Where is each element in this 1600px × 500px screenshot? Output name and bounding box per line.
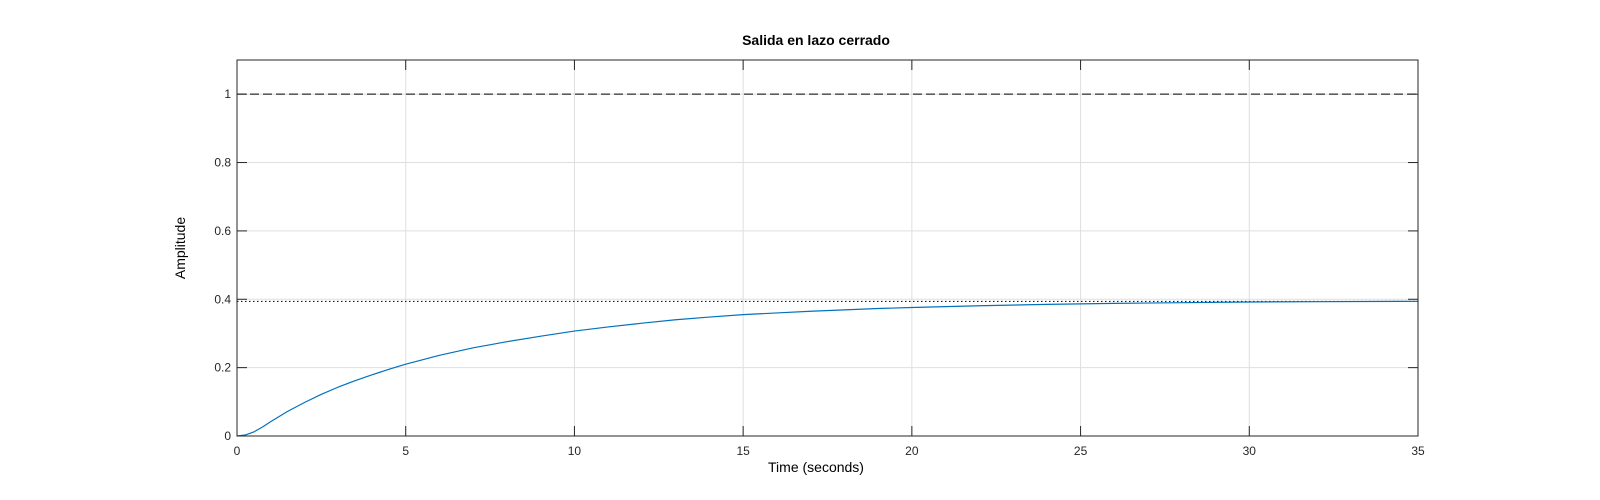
x-tick-label: 0: [234, 444, 241, 458]
series-layer: [236, 300, 1419, 437]
y-tick-label: 0.2: [214, 361, 231, 375]
plot-area: [237, 60, 1418, 436]
y-tick-label: 0.8: [214, 156, 231, 170]
y-axis-label: Amplitude: [172, 217, 188, 279]
series-line: [236, 300, 1419, 437]
x-tick-label: 5: [402, 444, 409, 458]
reference-lines: [237, 93, 1418, 302]
tick-labels: 0 5 10 15 20 25 30 35 0 0.2 0.4 0.6 0.8 1: [214, 87, 1425, 458]
x-tick-label: 30: [1243, 444, 1257, 458]
chart-title: Salida en lazo cerrado: [742, 32, 890, 48]
y-tick-label: 1: [224, 87, 231, 101]
y-tick-label: 0.4: [214, 292, 231, 306]
y-tick-label: 0: [224, 429, 231, 443]
x-tick-label: 10: [568, 444, 582, 458]
x-tick-label: 35: [1411, 444, 1425, 458]
axes-box: [236, 59, 1419, 437]
ticks: [236, 60, 1419, 437]
y-tick-label: 0.6: [214, 224, 231, 238]
x-tick-label: 25: [1074, 444, 1088, 458]
x-tick-label: 15: [736, 444, 750, 458]
x-tick-label: 20: [905, 444, 919, 458]
x-axis-label: Time (seconds): [768, 459, 864, 475]
